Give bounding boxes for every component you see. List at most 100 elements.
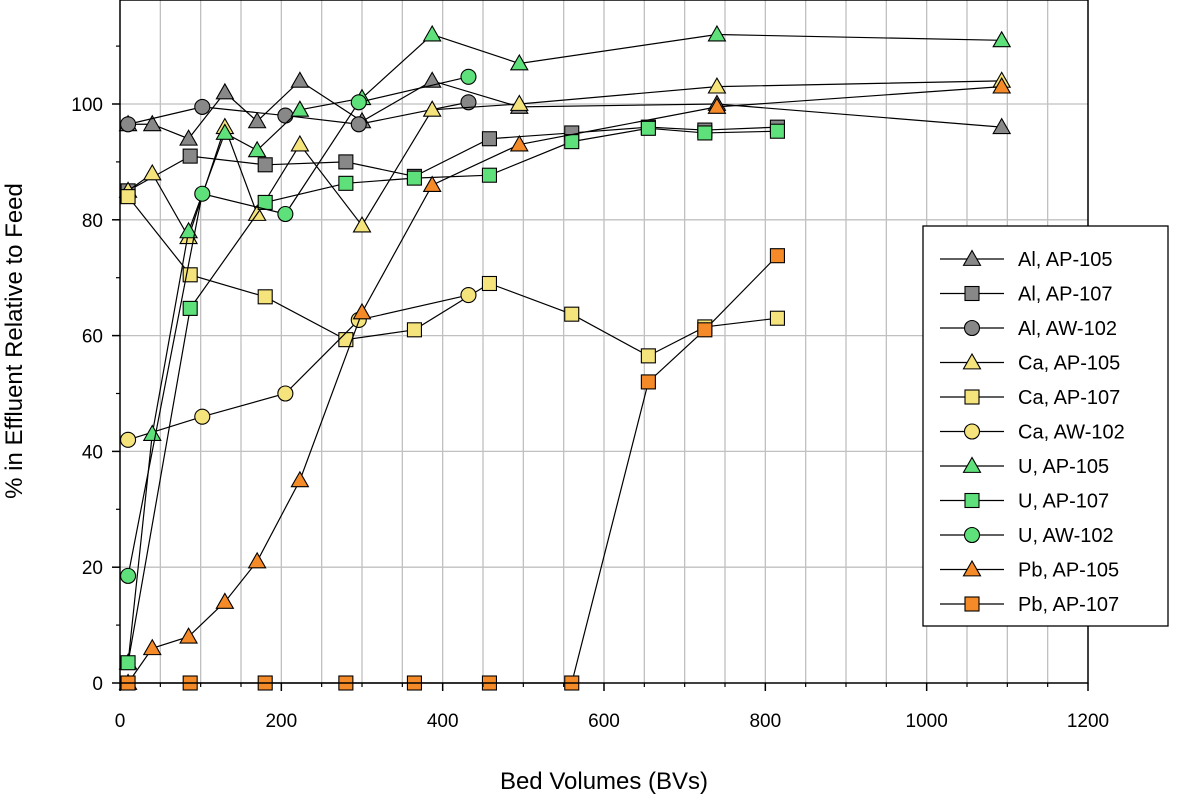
data-point: [142, 114, 162, 132]
data-point: [142, 638, 162, 656]
data-point: [179, 129, 199, 146]
y-tick-label: 60: [82, 327, 103, 348]
legend-entry: Pb, AP-107: [940, 594, 1119, 616]
series-group: [118, 24, 1012, 691]
data-point: [422, 24, 442, 42]
legend-marker: [964, 285, 980, 302]
legend-label: Ca, AP-107: [1018, 387, 1120, 409]
data-point: [640, 120, 656, 136]
data-point: [406, 170, 422, 186]
data-point: [422, 71, 442, 88]
data-point: [697, 322, 713, 338]
data-point: [142, 163, 162, 181]
data-point: [257, 157, 273, 173]
data-point: [640, 374, 656, 390]
legend-marker: [962, 559, 982, 577]
data-point: [350, 94, 367, 111]
data-point: [247, 140, 267, 158]
data-point: [194, 408, 211, 425]
legend-label: Pb, AP-107: [1018, 594, 1119, 616]
series-8: [120, 68, 477, 584]
data-point: [290, 470, 310, 488]
data-point: [215, 592, 235, 609]
series-4: [120, 189, 785, 364]
y-tick-label: 80: [82, 211, 103, 232]
legend-entry: U, AW-102: [940, 525, 1114, 547]
data-point: [179, 627, 199, 644]
data-point: [120, 116, 137, 133]
legend-marker: [964, 492, 980, 509]
data-point: [509, 134, 529, 152]
data-point: [120, 431, 137, 448]
data-point: [992, 77, 1012, 94]
data-point: [350, 116, 367, 133]
data-point: [352, 215, 372, 233]
y-tick-label: 0: [92, 674, 103, 695]
data-point: [290, 100, 310, 117]
legend-label: Al, AP-107: [1018, 284, 1113, 306]
legend-marker: [963, 423, 981, 440]
data-point: [247, 111, 267, 129]
data-point: [460, 94, 477, 111]
data-point: [182, 300, 198, 316]
legend-label: Ca, AP-105: [1018, 353, 1120, 375]
legend-label: U, AW-102: [1018, 525, 1114, 547]
legend-marker: [962, 249, 982, 266]
data-point: [247, 551, 267, 569]
data-point: [406, 322, 422, 338]
legend-entry: Al, AP-107: [940, 284, 1113, 306]
data-point: [338, 332, 354, 348]
legend-marker: [964, 596, 980, 612]
data-point: [769, 248, 785, 264]
data-point: [142, 424, 162, 441]
legend-entry: Al, AW-102: [940, 318, 1117, 340]
legend-label: Pb, AP-105: [1018, 560, 1119, 582]
legend-label: U, AP-105: [1018, 456, 1109, 478]
series-7: [120, 120, 785, 671]
data-point: [194, 98, 211, 115]
data-point: [640, 348, 656, 364]
legend-entry: U, AP-107: [940, 491, 1109, 513]
legend-entry: Ca, AP-105: [940, 353, 1120, 375]
data-point: [460, 68, 477, 85]
data-point: [509, 53, 529, 71]
series-line: [127, 127, 778, 663]
data-point: [338, 154, 354, 170]
legend-label: Al, AW-102: [1018, 318, 1117, 340]
legend-label: U, AP-107: [1018, 491, 1109, 513]
legend-entry: U, AP-105: [940, 456, 1109, 478]
data-point: [194, 185, 211, 202]
legend-entry: Pb, AP-105: [940, 560, 1119, 582]
series-6: [118, 24, 1012, 670]
data-point: [992, 30, 1012, 48]
data-point: [120, 189, 136, 205]
data-point: [179, 221, 199, 239]
legend-label: Ca, AW-102: [1018, 422, 1125, 444]
data-point: [352, 302, 372, 320]
data-point: [422, 100, 442, 117]
data-point: [707, 97, 727, 114]
data-point: [509, 94, 529, 111]
legend-box: [922, 225, 1169, 627]
data-point: [481, 275, 498, 292]
data-point: [707, 77, 727, 94]
data-point: [769, 123, 785, 139]
data-point: [707, 24, 727, 42]
legend-marker: [962, 456, 982, 473]
data-point: [277, 205, 294, 223]
data-point: [338, 175, 354, 191]
x-tick-label: 0: [115, 711, 126, 732]
y-axis-title: % in Effluent Relative to Feed: [1, 183, 28, 499]
data-point: [182, 148, 198, 164]
x-axis-title: Bed Volumes (BVs): [500, 768, 708, 795]
series-line: [127, 126, 778, 192]
series-line: [127, 196, 778, 357]
data-point: [992, 117, 1012, 135]
data-point: [215, 123, 235, 140]
legend-marker: [964, 389, 980, 405]
x-tick-label: 800: [749, 711, 781, 732]
data-point: [277, 107, 294, 124]
data-point: [769, 310, 785, 326]
data-point: [215, 82, 235, 100]
